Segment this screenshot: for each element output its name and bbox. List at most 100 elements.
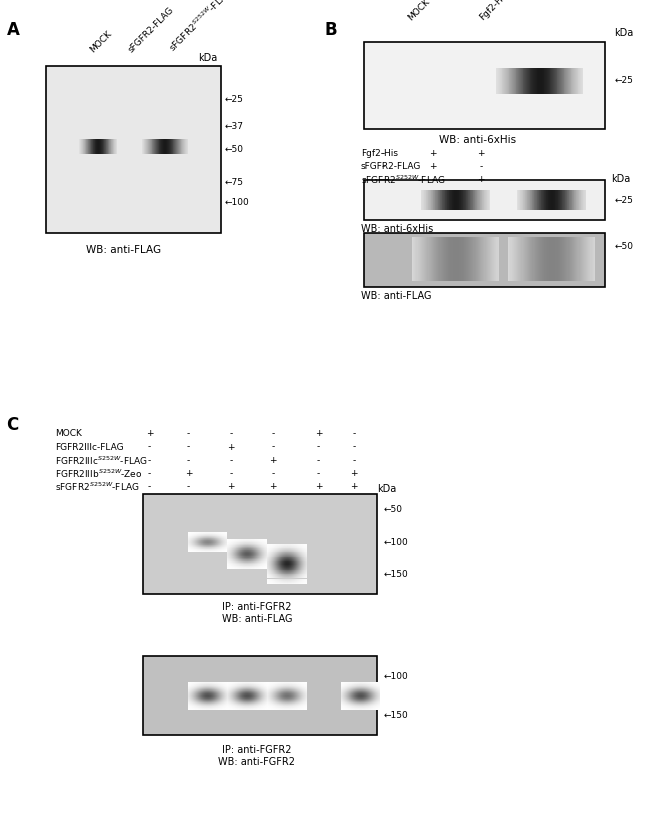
Bar bbox=[554, 257, 556, 258]
Bar bbox=[497, 68, 498, 94]
Bar bbox=[454, 263, 455, 264]
Bar bbox=[515, 257, 516, 258]
Text: -: - bbox=[317, 456, 320, 465]
Bar bbox=[558, 249, 559, 250]
Bar bbox=[545, 271, 547, 272]
Bar bbox=[569, 262, 571, 263]
Bar bbox=[428, 257, 430, 258]
Bar bbox=[594, 250, 595, 251]
Bar bbox=[417, 259, 419, 260]
Bar bbox=[560, 249, 561, 250]
Bar bbox=[443, 268, 444, 269]
Bar bbox=[497, 249, 498, 250]
Bar bbox=[532, 264, 534, 265]
Bar bbox=[586, 279, 587, 280]
Bar bbox=[469, 240, 470, 241]
Bar bbox=[415, 251, 417, 252]
Bar bbox=[448, 237, 449, 238]
Bar bbox=[458, 263, 460, 264]
Bar bbox=[412, 254, 413, 255]
Text: sFGFR2$^{S252W}$-FLAG: sFGFR2$^{S252W}$-FLAG bbox=[166, 0, 234, 54]
Text: +: + bbox=[227, 483, 235, 491]
Bar bbox=[590, 262, 592, 263]
Bar bbox=[551, 269, 552, 270]
Bar bbox=[486, 256, 487, 257]
Bar bbox=[524, 262, 525, 263]
Bar bbox=[538, 240, 539, 241]
Bar bbox=[436, 257, 437, 258]
Bar bbox=[566, 267, 567, 268]
Bar bbox=[542, 243, 543, 244]
Bar bbox=[438, 241, 439, 242]
Bar bbox=[549, 244, 550, 245]
Bar bbox=[551, 251, 552, 252]
Bar bbox=[528, 276, 529, 277]
Bar bbox=[584, 258, 585, 259]
Bar bbox=[428, 238, 430, 239]
Bar bbox=[468, 263, 469, 264]
Bar bbox=[424, 237, 425, 238]
Bar bbox=[489, 279, 490, 280]
Bar bbox=[423, 278, 424, 279]
Bar bbox=[449, 258, 450, 259]
Bar bbox=[549, 262, 550, 263]
Bar bbox=[531, 278, 532, 279]
Bar bbox=[527, 257, 528, 258]
Bar bbox=[583, 246, 584, 247]
Bar bbox=[513, 255, 514, 257]
Bar bbox=[455, 280, 456, 281]
Bar bbox=[433, 260, 434, 261]
Bar bbox=[538, 68, 539, 94]
Bar bbox=[473, 237, 474, 238]
Bar bbox=[426, 252, 428, 253]
Bar bbox=[562, 68, 563, 94]
Bar bbox=[466, 272, 467, 273]
Bar bbox=[587, 262, 588, 263]
Bar bbox=[415, 239, 417, 240]
Bar bbox=[415, 273, 417, 274]
Bar bbox=[437, 254, 438, 255]
Bar bbox=[510, 268, 512, 269]
Bar bbox=[515, 273, 516, 275]
Bar bbox=[474, 272, 476, 273]
Bar bbox=[466, 243, 467, 244]
Bar bbox=[545, 264, 547, 265]
Bar bbox=[530, 243, 531, 244]
Bar bbox=[541, 280, 542, 281]
Text: -: - bbox=[148, 470, 151, 478]
Bar bbox=[424, 190, 425, 210]
Bar bbox=[542, 277, 543, 278]
Bar bbox=[436, 280, 437, 281]
Bar bbox=[433, 190, 434, 210]
Bar bbox=[517, 268, 518, 269]
Bar bbox=[550, 239, 551, 240]
Bar bbox=[561, 190, 562, 210]
Bar bbox=[443, 278, 444, 279]
Bar bbox=[525, 246, 526, 247]
Bar bbox=[419, 243, 420, 244]
Bar bbox=[553, 190, 554, 210]
Bar bbox=[569, 254, 571, 255]
Bar bbox=[420, 257, 421, 258]
Bar bbox=[538, 260, 539, 261]
Bar bbox=[432, 267, 433, 268]
Bar bbox=[585, 243, 586, 244]
Bar bbox=[525, 247, 526, 248]
Bar bbox=[474, 273, 476, 274]
Bar bbox=[567, 273, 569, 275]
Bar bbox=[484, 263, 486, 264]
Bar bbox=[583, 251, 584, 252]
Bar bbox=[422, 255, 423, 256]
Bar bbox=[449, 273, 450, 275]
Bar bbox=[432, 252, 433, 253]
Bar bbox=[421, 245, 422, 246]
Bar bbox=[492, 270, 493, 271]
Bar bbox=[462, 252, 463, 253]
Bar bbox=[569, 258, 571, 259]
Bar bbox=[562, 272, 563, 273]
Bar bbox=[512, 260, 513, 261]
Bar bbox=[588, 279, 590, 280]
Bar bbox=[537, 273, 538, 275]
Bar bbox=[441, 253, 442, 254]
Bar bbox=[435, 257, 436, 258]
